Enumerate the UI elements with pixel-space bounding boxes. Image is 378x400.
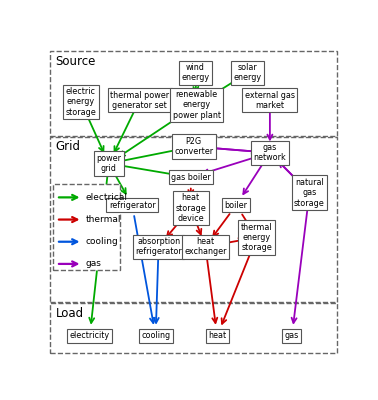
Text: cooling: cooling	[85, 237, 118, 246]
Text: gas boiler: gas boiler	[171, 173, 211, 182]
Text: gas: gas	[85, 260, 101, 268]
Text: thermal power
generator set: thermal power generator set	[110, 91, 169, 110]
Text: electricity: electricity	[70, 332, 110, 340]
Bar	[50, 137, 337, 302]
Text: gas
network: gas network	[254, 143, 286, 162]
Text: Load: Load	[56, 307, 84, 320]
Bar	[50, 303, 337, 353]
Text: refrigerator: refrigerator	[109, 200, 156, 210]
Text: solar
energy: solar energy	[234, 63, 262, 82]
Text: Grid: Grid	[56, 140, 81, 154]
Text: heat
exchanger: heat exchanger	[184, 237, 227, 256]
Bar	[50, 51, 337, 136]
Text: wind
energy: wind energy	[181, 63, 209, 82]
Text: Source: Source	[56, 55, 96, 68]
Text: P2G
converter: P2G converter	[174, 137, 213, 156]
Text: renewable
energy
power plant: renewable energy power plant	[173, 90, 221, 120]
Text: absorption
refrigerator: absorption refrigerator	[135, 237, 182, 256]
Text: power
grid: power grid	[96, 154, 121, 173]
Bar	[53, 184, 120, 270]
Text: thermal
energy
storage: thermal energy storage	[241, 222, 273, 252]
Text: thermal: thermal	[85, 215, 121, 224]
Text: gas: gas	[285, 332, 299, 340]
Text: electrical: electrical	[85, 193, 127, 202]
Text: boiler: boiler	[225, 200, 248, 210]
Text: electric
energy
storage: electric energy storage	[65, 87, 96, 117]
Text: cooling: cooling	[141, 332, 170, 340]
Text: external gas
market: external gas market	[245, 91, 295, 110]
Text: heat: heat	[208, 332, 226, 340]
Text: natural
gas
storage: natural gas storage	[294, 178, 325, 208]
Text: heat
storage
device: heat storage device	[175, 193, 206, 223]
